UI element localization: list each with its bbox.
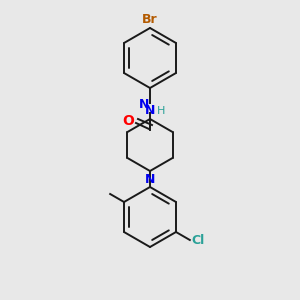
Text: O: O xyxy=(122,114,134,128)
Text: Br: Br xyxy=(142,13,158,26)
Text: N: N xyxy=(145,173,155,186)
Text: N: N xyxy=(139,98,149,112)
Text: Cl: Cl xyxy=(192,233,205,247)
Text: H: H xyxy=(157,106,165,116)
Text: N: N xyxy=(145,104,155,117)
